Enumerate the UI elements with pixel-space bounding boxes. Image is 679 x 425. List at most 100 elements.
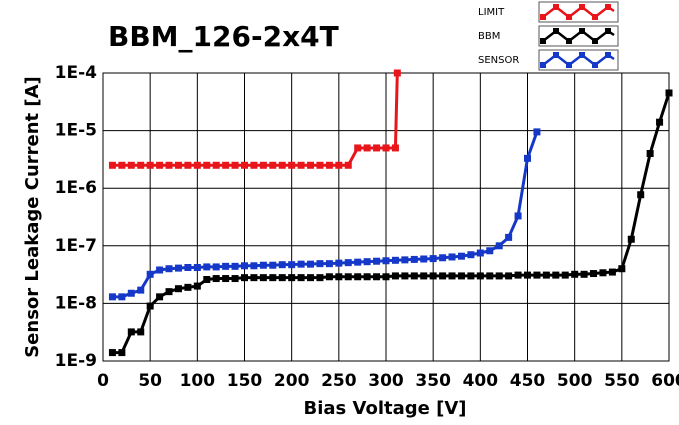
x-tick-label: 400	[463, 371, 499, 391]
legend-label: SENSOR	[478, 55, 519, 66]
data-point	[410, 255, 418, 263]
data-point	[524, 271, 531, 279]
data-point	[533, 271, 541, 279]
data-point	[108, 349, 116, 357]
legend-marker	[540, 14, 546, 20]
data-point	[495, 272, 503, 280]
legend-marker	[605, 4, 611, 10]
data-point	[335, 273, 343, 281]
data-point	[288, 274, 296, 282]
data-point	[656, 118, 664, 126]
x-tick-label: 50	[138, 371, 162, 391]
data-point	[646, 150, 654, 158]
data-point	[382, 273, 390, 281]
data-point	[590, 270, 598, 278]
data-point	[278, 161, 286, 169]
data-point	[127, 328, 135, 336]
y-tick-label: 1E-8	[55, 293, 97, 313]
data-point	[146, 270, 154, 278]
data-point	[259, 274, 267, 282]
data-point	[259, 161, 267, 169]
data-point	[448, 253, 456, 261]
data-point	[391, 272, 399, 280]
legend-label: LIMIT	[478, 7, 505, 18]
data-point	[401, 256, 409, 264]
data-point	[363, 258, 371, 266]
data-point	[146, 161, 154, 169]
data-point	[410, 272, 418, 280]
y-tick-label: 1E-5	[55, 121, 97, 141]
legend-marker	[566, 38, 572, 44]
data-point	[231, 262, 239, 270]
data-point	[250, 274, 258, 282]
data-point	[241, 262, 248, 270]
data-point	[495, 242, 503, 250]
data-point	[476, 272, 484, 280]
legend-marker	[566, 14, 572, 20]
data-point	[363, 273, 371, 281]
data-point	[325, 273, 333, 281]
data-point	[118, 349, 126, 357]
data-point	[344, 273, 352, 281]
data-point	[137, 286, 145, 294]
data-point	[108, 293, 116, 301]
legend-marker	[553, 4, 559, 10]
x-tick-label: 100	[180, 371, 216, 391]
x-tick-label: 350	[415, 371, 451, 391]
y-tick-label: 1E-9	[55, 351, 97, 371]
data-point	[467, 272, 475, 280]
data-point	[542, 271, 550, 279]
x-tick-label: 250	[321, 371, 357, 391]
legend-marker	[540, 62, 546, 68]
data-point	[156, 161, 164, 169]
data-point	[307, 274, 315, 282]
data-point	[344, 161, 352, 169]
chart-title: BBM_126-2x4T	[108, 20, 339, 53]
data-point	[307, 260, 315, 268]
data-point	[401, 272, 409, 280]
data-point	[354, 273, 362, 281]
legend-marker	[540, 38, 546, 44]
data-point	[316, 274, 324, 282]
data-point	[156, 266, 164, 274]
data-point	[203, 161, 211, 169]
legend-marker	[553, 28, 559, 34]
data-point	[637, 191, 645, 199]
data-point	[165, 161, 173, 169]
data-point	[335, 259, 343, 267]
data-point	[193, 264, 201, 272]
data-point	[335, 161, 343, 169]
x-tick-label: 0	[97, 371, 109, 391]
data-point	[580, 270, 588, 278]
data-point	[297, 161, 305, 169]
data-point	[278, 261, 286, 269]
data-point	[552, 271, 560, 279]
data-point	[514, 212, 522, 220]
legend-marker	[592, 38, 598, 44]
data-point	[391, 256, 399, 264]
data-point	[108, 161, 116, 169]
data-point	[420, 255, 428, 263]
data-point	[439, 272, 447, 280]
data-point	[373, 273, 381, 281]
y-tick-label: 1E-4	[55, 63, 97, 83]
legend-marker	[566, 62, 572, 68]
y-tick-label: 1E-6	[55, 178, 97, 198]
data-point	[222, 262, 230, 270]
data-point	[665, 89, 673, 97]
data-point	[325, 161, 333, 169]
data-point	[269, 261, 277, 269]
x-tick-label: 500	[557, 371, 593, 391]
legend-marker	[592, 14, 598, 20]
x-tick-label: 550	[604, 371, 640, 391]
data-point	[354, 258, 362, 266]
series-line	[112, 131, 539, 299]
data-point	[448, 272, 456, 280]
data-point	[250, 161, 258, 169]
data-point	[608, 268, 616, 276]
data-point	[316, 161, 324, 169]
data-point	[278, 274, 286, 282]
data-point	[467, 251, 475, 259]
data-point	[514, 271, 522, 279]
